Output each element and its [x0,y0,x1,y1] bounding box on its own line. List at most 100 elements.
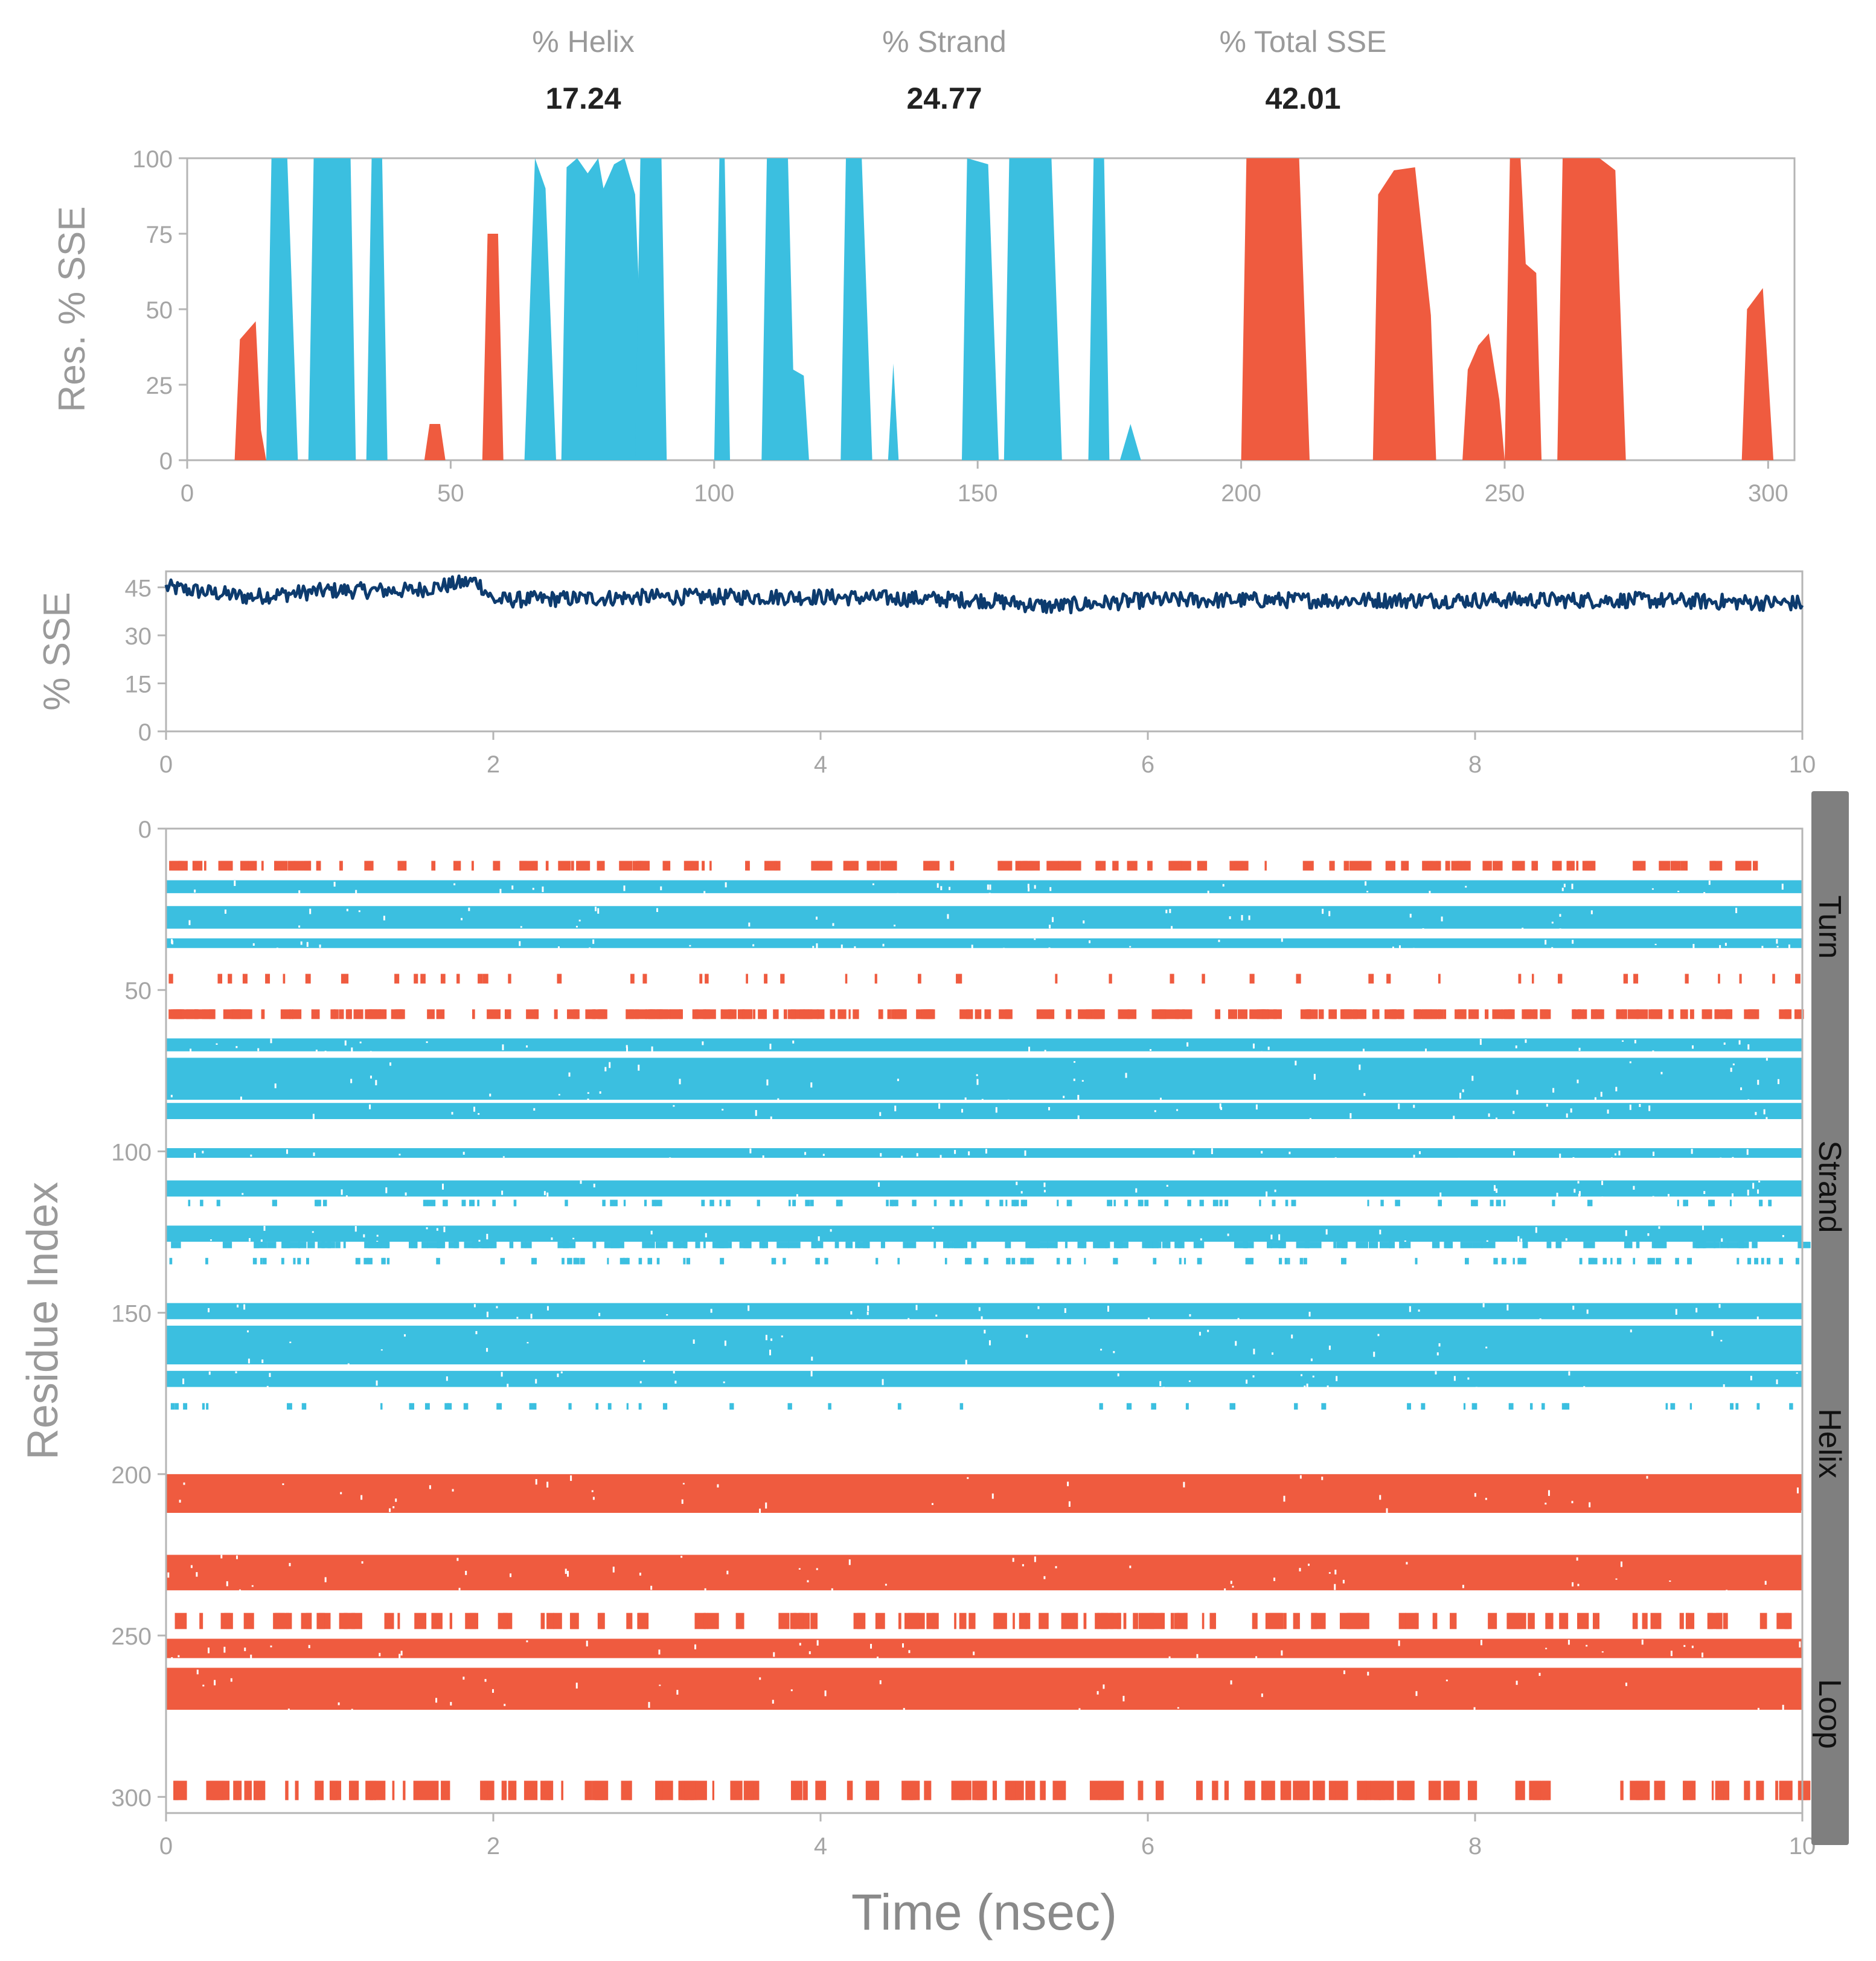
band-gap [1522,928,1524,929]
band-gap [1667,1193,1670,1197]
helix-band-tick [1450,1613,1457,1629]
strand-band-tick [343,1242,346,1248]
band-gap [936,883,939,888]
sidebar-label-helix: Helix [1812,1408,1847,1478]
band-gap [463,1677,465,1680]
band-gap [450,1702,452,1706]
per-residue-sse-ylabel: Res. % SSE [51,206,93,412]
helix-band-tick [243,1613,254,1629]
band-gap [1129,946,1132,948]
strand-band-tick [1589,1257,1594,1265]
band-gap [1576,1557,1578,1561]
band-gap [669,1157,671,1163]
helix-band-tick [1531,861,1538,871]
band-gap [1776,1379,1778,1384]
helix-band-tick [1106,1780,1118,1800]
band-gap [1525,1039,1527,1043]
band-gap [1453,1115,1455,1120]
band-gap [289,1341,292,1343]
strand-band-tick [1077,1242,1087,1248]
helix-band-tick [561,1780,563,1800]
helix-band-tick [683,861,694,871]
band-gap [194,889,196,893]
strand-band-tick [1047,1242,1057,1248]
strand-band-tick [815,1257,818,1265]
helix-band-tick [743,1009,753,1019]
helix-band-tick [1315,1613,1326,1629]
band-gap [1756,1316,1759,1323]
helix-band-tick [629,1780,632,1800]
band-gap [558,1094,560,1096]
strand-band-tick [880,1242,885,1248]
strand-band [166,906,1802,934]
strand-band-tick [1144,1199,1149,1207]
band-gap [1777,1079,1779,1085]
helix-band-tick [626,1613,633,1629]
strand-band-tick [1162,1242,1170,1248]
band-gap [1590,910,1593,914]
total-sse-over-time-frame [165,570,1804,733]
sidebar-bar [1811,791,1849,1845]
band-gap [597,908,600,914]
helix-band-tick [441,1780,450,1800]
helix-band-tick [1430,1009,1444,1019]
strand-stat-label: % Strand [882,25,1007,59]
band-gap [1535,1227,1537,1233]
strand-band-tick [267,1242,277,1248]
helix-band-tick [1558,974,1563,984]
strand-band-tick [531,1257,537,1265]
band-gap [546,1306,549,1311]
band-gap [1724,943,1727,946]
band-gap [1037,1306,1040,1309]
strand-band-tick [1105,1242,1109,1248]
helix-band-tick [472,1009,475,1019]
band-gap [626,1047,629,1052]
band-gap [436,1228,438,1231]
band-gap [1618,1151,1621,1156]
band-gap [1660,1071,1663,1074]
total-sse-over-time-ytick-label: 15 [125,672,152,698]
strand-band-tick [709,1199,714,1207]
band-gap [463,1152,465,1155]
band-gap [543,1191,546,1195]
band-gap [383,916,385,920]
helix-band-tick [1493,861,1503,871]
helix-band-tick [210,1780,223,1800]
helix-band-tick [173,1009,181,1019]
helix-band-tick [1032,861,1040,871]
strand-band-tick [659,1199,662,1207]
helix-band-tick [729,1009,733,1019]
strand-band-fill [166,1180,1802,1197]
band-gap [575,925,578,928]
band-gap [188,920,191,925]
strand-band-tick [427,1199,432,1207]
band-gap [1413,1154,1415,1158]
band-gap [639,1573,641,1576]
helix-band-tick [519,861,533,871]
helix-band-tick [223,1009,234,1019]
helix-band-tick [344,1613,356,1629]
band-gap [551,1237,553,1240]
band-gap [435,1698,438,1703]
helix-band-tick [1118,1009,1130,1019]
band-gap [456,1558,459,1561]
strand-band-tick [812,1242,824,1248]
band-gap [1415,1691,1418,1696]
helix-band-tick [478,974,483,984]
strand-band-tick [1471,1403,1477,1410]
helix-band-tick [1464,861,1471,871]
band-gap [1735,908,1738,913]
band-gap [1578,1047,1581,1051]
band-gap [1467,1377,1470,1380]
helix-band-tick [1428,1780,1441,1800]
helix-band-tick [1127,1009,1137,1019]
band-gap [877,1656,879,1658]
band-gap [1261,1693,1263,1697]
band-gap [804,1152,807,1155]
band-gap [369,1104,371,1109]
band-gap [1334,1570,1337,1574]
strand-band-tick [463,1403,469,1410]
strand-band-tick [424,1403,430,1410]
band-gap [894,925,896,926]
